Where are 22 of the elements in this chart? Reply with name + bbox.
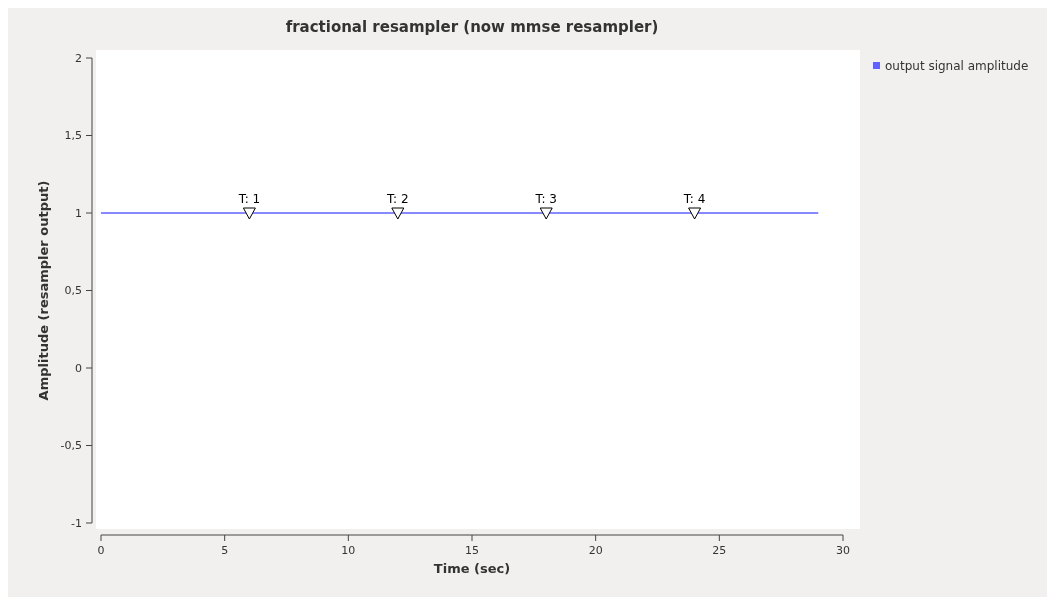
x-tick-label: 25: [712, 544, 727, 557]
annotation: T: 4: [682, 192, 706, 206]
annotation: T: 2: [386, 192, 409, 206]
annotation: T: 3: [534, 192, 557, 206]
y-tick-label: 2: [75, 51, 82, 65]
legend-label: output signal amplitude: [885, 59, 1029, 74]
x-tick-label: 10: [341, 544, 356, 557]
x-tick-label: 0: [97, 544, 105, 557]
y-tick-label: 1,5: [64, 129, 82, 143]
x-tick-label: 5: [221, 544, 229, 557]
y-tick-label: 0: [75, 361, 82, 375]
annotation: T: 1: [237, 192, 261, 206]
x-tick-label: 20: [588, 544, 603, 557]
y-tick-label: 0,5: [64, 284, 82, 298]
y-tick-label: 1: [75, 206, 82, 220]
y-tick-label: -1: [71, 516, 82, 530]
chart-title: fractional resampler (now mmse resampler): [285, 18, 659, 36]
x-tick-label: 30: [836, 544, 850, 557]
x-tick-label: 15: [465, 544, 479, 557]
y-tick-label: -0,5: [60, 439, 82, 453]
x-axis-title: Time (sec): [433, 561, 511, 576]
y-axis-title: Amplitude (resampler output): [36, 180, 51, 401]
